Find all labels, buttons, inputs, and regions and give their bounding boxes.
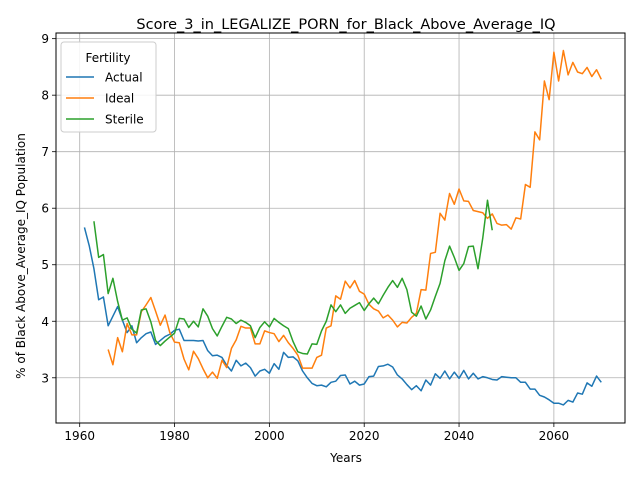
- x-axis-ticks: 1960 1980 2000 2020 2040 2060: [64, 423, 569, 443]
- x-tick-label: 2020: [349, 429, 380, 443]
- series-line-sterile: [93, 199, 493, 355]
- legend-label-ideal: Ideal: [105, 92, 134, 106]
- y-tick-label: 4: [41, 315, 49, 329]
- series-lines: [83, 49, 602, 406]
- x-tick-label: 2060: [539, 429, 570, 443]
- x-axis-label: Years: [329, 451, 362, 465]
- x-tick-label: 1960: [64, 429, 95, 443]
- x-tick-label: 2040: [444, 429, 475, 443]
- y-axis-ticks: 3 4 5 6 7 8 9: [41, 32, 56, 385]
- legend-box: [60, 41, 157, 133]
- y-tick-label: 5: [41, 258, 49, 272]
- y-tick-label: 8: [41, 89, 49, 103]
- chart-title: Score_3_in_LEGALIZE_PORN_for_Black_Above…: [136, 17, 555, 33]
- series-line-ideal: [107, 49, 602, 380]
- legend-label-actual: Actual: [105, 71, 143, 85]
- y-tick-label: 3: [41, 371, 49, 385]
- plot-frame: [55, 32, 626, 424]
- legend-entries: Actual Ideal Sterile: [66, 71, 144, 127]
- y-tick-label: 7: [41, 145, 49, 159]
- y-tick-label: 6: [41, 202, 49, 216]
- legend-label-sterile: Sterile: [105, 113, 144, 127]
- legend-title: Fertility: [85, 51, 130, 65]
- legend: Fertility Actual Ideal Sterile: [60, 41, 157, 133]
- y-tick-label: 9: [41, 32, 49, 46]
- y-axis-label: % of Black Above_Average_IQ Population: [14, 133, 28, 379]
- x-tick-label: 2000: [254, 429, 285, 443]
- x-tick-label: 1980: [159, 429, 190, 443]
